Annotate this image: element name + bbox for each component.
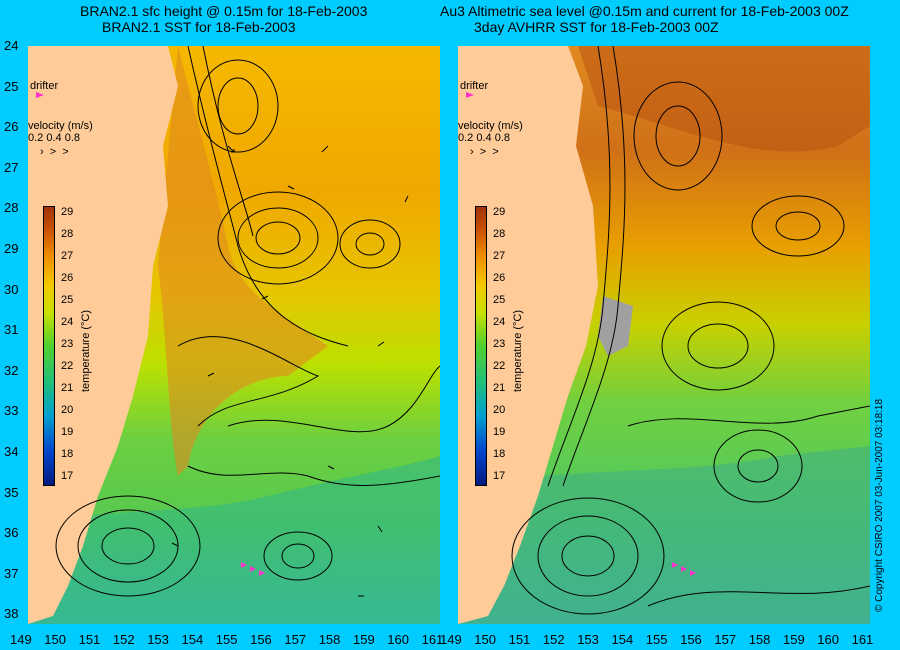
left-colorbar-tick: 28 <box>61 228 74 240</box>
left-colorbar-tick: 21 <box>61 382 74 394</box>
right-title-line1: Au3 Altimetric sea level @0.15m and curr… <box>440 3 849 19</box>
x-axis-tick: 158 <box>318 632 341 647</box>
right-drifter-label: drifter <box>460 80 489 92</box>
left-colorbar-tick: 27 <box>61 250 74 262</box>
left-title-line1: BRAN2.1 sfc height @ 0.15m for 18-Feb-20… <box>80 3 368 19</box>
right-colorbar-tick: 17 <box>493 470 506 482</box>
right-title-line2: 3day AVHRR SST for 18-Feb-2003 00Z <box>474 19 719 35</box>
left-colorbar-tick: 25 <box>61 294 74 306</box>
right-colorbar-tick: 19 <box>493 426 506 438</box>
left-colorbar <box>43 206 55 486</box>
right-colorbar-tick: 21 <box>493 382 506 394</box>
right-colorbar-tick: 25 <box>493 294 506 306</box>
x-axis-tick: 151 <box>78 632 101 647</box>
x-axis-tick: 154 <box>181 632 204 647</box>
x-axis-tick: 149 <box>440 632 462 647</box>
right-colorbar-tick: 20 <box>493 404 506 416</box>
right-map-panel <box>458 46 870 624</box>
left-colorbar-tick: 17 <box>61 470 74 482</box>
x-axis-tick: 159 <box>353 632 375 647</box>
right-colorbar-tick: 28 <box>493 228 506 240</box>
x-axis-tick: 153 <box>577 632 599 647</box>
y-axis-tick: 33 <box>4 403 19 419</box>
left-colorbar-tick: 18 <box>61 448 74 460</box>
x-axis-tick: 151 <box>508 632 531 647</box>
y-axis-tick: 24 <box>4 38 19 53</box>
left-colorbar-label: temperature (°C) <box>80 309 92 392</box>
right-colorbar-label: temperature (°C) <box>512 309 524 392</box>
y-axis-tick: 31 <box>4 322 19 338</box>
x-axis-tick: 155 <box>215 632 238 647</box>
right-colorbar-tick: 22 <box>493 360 506 372</box>
x-axis-tick: 153 <box>147 632 169 647</box>
x-axis-tick: 160 <box>387 632 409 647</box>
left-colorbar-tick: 23 <box>61 338 74 350</box>
y-axis-tick: 28 <box>4 200 19 216</box>
right-velocity-arrows: › > > <box>470 146 499 158</box>
x-axis-tick: 160 <box>817 632 839 647</box>
x-axis-tick: 155 <box>645 632 668 647</box>
left-colorbar-tick: 22 <box>61 360 74 372</box>
right-map-svg <box>458 46 870 624</box>
right-colorbar-tick: 24 <box>493 316 506 328</box>
y-axis-tick: 35 <box>4 484 19 500</box>
y-axis-tick: 29 <box>4 241 19 256</box>
left-velocity-arrows: › > > <box>40 146 69 158</box>
x-axis-tick: 159 <box>783 632 805 647</box>
left-map-panel <box>28 46 440 624</box>
y-axis-tick: 27 <box>4 159 19 175</box>
x-axis-tick: 161 <box>851 632 874 647</box>
left-colorbar-tick: 24 <box>61 316 74 328</box>
x-axis-tick: 157 <box>284 632 307 647</box>
x-axis-tick: 161 <box>421 632 444 647</box>
y-axis-tick: 38 <box>4 606 19 622</box>
left-title-line2: BRAN2.1 SST for 18-Feb-2003 <box>102 19 296 35</box>
x-axis-tick: 154 <box>611 632 634 647</box>
right-colorbar-tick: 27 <box>493 250 506 262</box>
y-axis-tick: 36 <box>4 525 19 541</box>
x-axis-tick: 158 <box>748 632 771 647</box>
y-axis-tick: 37 <box>4 565 19 581</box>
y-axis-tick: 25 <box>4 78 19 94</box>
y-axis-tick: 26 <box>4 119 19 135</box>
y-axis-tick: 30 <box>4 281 19 297</box>
x-axis-tick: 152 <box>542 632 565 647</box>
right-colorbar-tick: 23 <box>493 338 506 350</box>
right-colorbar-tick: 29 <box>493 206 506 218</box>
right-colorbar-tick: 18 <box>493 448 506 460</box>
left-colorbar-tick: 29 <box>61 206 74 218</box>
x-axis-tick: 150 <box>44 632 66 647</box>
left-colorbar-tick: 20 <box>61 404 74 416</box>
left-colorbar-tick: 26 <box>61 272 74 284</box>
x-axis-tick: 157 <box>714 632 737 647</box>
y-axis-tick: 34 <box>4 444 19 459</box>
left-map-svg <box>28 46 440 624</box>
right-colorbar-tick: 26 <box>493 272 506 284</box>
left-velocity-scale: 0.2 0.4 0.8 <box>28 132 80 144</box>
right-velocity-scale: 0.2 0.4 0.8 <box>458 132 510 144</box>
x-axis-tick: 150 <box>474 632 496 647</box>
y-axis-tick: 32 <box>4 362 19 378</box>
x-axis-tick: 156 <box>680 632 702 647</box>
x-axis-tick: 149 <box>10 632 32 647</box>
right-velocity-label: velocity (m/s) <box>458 120 523 132</box>
left-colorbar-tick: 19 <box>61 426 74 438</box>
x-axis-tick: 156 <box>250 632 272 647</box>
left-drifter-label: drifter <box>30 80 59 92</box>
left-velocity-label: velocity (m/s) <box>28 120 93 132</box>
x-axis-tick: 152 <box>112 632 135 647</box>
right-colorbar <box>475 206 487 486</box>
copyright-text: © Copyright CSIRO 2007 03-Jun-2007 03:18… <box>874 398 885 612</box>
